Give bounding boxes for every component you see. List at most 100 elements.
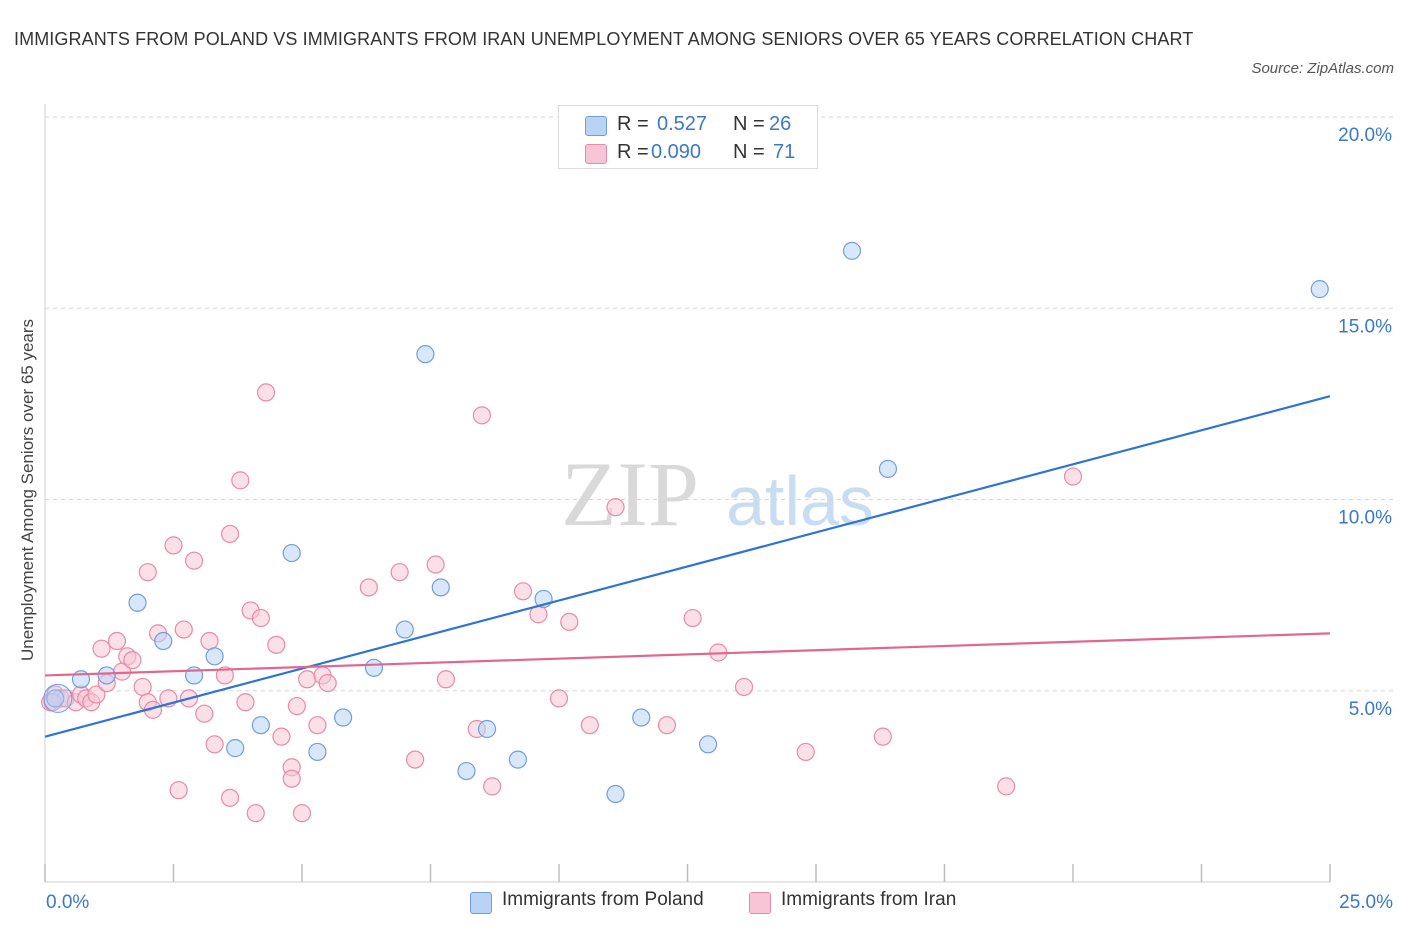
series-legend: Immigrants from Poland Immigrants from I…	[0, 888, 1406, 918]
poland-point-21	[632, 708, 651, 727]
iran-point-25	[184, 551, 204, 570]
poland-point-2	[97, 666, 116, 685]
y-tick-label-0: 5.0%	[1349, 699, 1392, 720]
iran-point-55	[483, 777, 502, 796]
poland-n-label: N =	[733, 113, 765, 135]
poland-point-9	[282, 543, 301, 563]
iran-point-33	[236, 693, 255, 712]
iran-point-68	[997, 777, 1016, 796]
poland-cluster-point	[43, 683, 73, 713]
iran-point-30	[220, 524, 240, 544]
iran-point-15	[133, 677, 152, 697]
x-tick-label-left: 0.0%	[46, 892, 89, 913]
tick-labels: 5.0% 10.0% 15.0% 20.0% 0.0% 25.0%	[46, 125, 1393, 913]
iran-legend-label: Immigrants from Iran	[781, 889, 957, 910]
iran-point-62	[657, 716, 677, 735]
poland-point-25	[1310, 280, 1329, 299]
poland-n-value: 26	[769, 113, 792, 135]
iran-r-label: R =	[617, 141, 649, 163]
poland-legend-swatch	[470, 892, 492, 914]
poland-point-22	[698, 735, 718, 754]
iran-point-27	[200, 631, 219, 651]
poland-point-7	[226, 739, 245, 758]
poland-point-18	[508, 750, 527, 769]
stats-legend: R = 0.527 N = 26 R = 0.090 N = 71	[558, 105, 818, 169]
iran-point-47	[318, 673, 337, 693]
iran-n-label: N =	[733, 141, 765, 163]
iran-point-43	[292, 804, 312, 823]
poland-point-0	[46, 689, 65, 708]
iran-point-8	[87, 685, 106, 704]
axes	[44, 104, 1331, 883]
y-tick-label-1: 10.0%	[1338, 508, 1392, 529]
iran-point-17	[138, 563, 157, 582]
poland-point-3	[128, 593, 147, 612]
iran-point-58	[549, 689, 569, 708]
x-tick-label-right: 25.0%	[1339, 892, 1393, 913]
iran-point-66	[796, 742, 815, 762]
iran-legend-swatch	[749, 892, 771, 914]
iran-point-36	[251, 608, 270, 628]
iran-point-31	[220, 788, 240, 807]
poland-legend-label: Immigrants from Poland	[502, 889, 704, 910]
iran-trend-line	[44, 632, 1331, 677]
poland-point-17	[477, 719, 497, 739]
poland-point-16	[457, 761, 476, 781]
y-tick-label-3: 20.0%	[1338, 125, 1392, 146]
poland-r-label: R =	[617, 113, 649, 135]
iran-point-22	[169, 781, 188, 800]
iran-point-48	[359, 578, 378, 597]
chart-title: IMMIGRANTS FROM POLAND VS IMMIGRANTS FRO…	[14, 29, 1194, 49]
iran-point-67	[873, 727, 892, 746]
poland-r-value: 0.527	[657, 113, 708, 135]
iran-point-21	[164, 536, 183, 555]
poland-point-24	[878, 459, 898, 478]
poland-swatch	[585, 116, 607, 136]
iran-point-11	[107, 631, 127, 651]
iran-point-52	[436, 670, 456, 689]
iran-point-65	[734, 677, 754, 697]
iran-point-32	[231, 471, 250, 490]
poland-trend-line	[44, 395, 1331, 738]
poland-point-6	[205, 647, 224, 666]
poland-point-20	[606, 784, 625, 804]
iran-point-26	[195, 704, 214, 723]
iran-point-61	[606, 498, 625, 517]
iran-point-37	[256, 383, 276, 402]
iran-point-23	[174, 620, 193, 639]
poland-point-4	[154, 631, 173, 651]
poland-point-11	[334, 708, 353, 727]
watermark-zip: ZIP	[561, 443, 699, 545]
iran-point-51	[426, 555, 445, 574]
poland-point-10	[308, 742, 327, 762]
poland-point-15	[431, 578, 450, 597]
iran-point-45	[308, 716, 327, 735]
iran-point-63	[683, 608, 702, 628]
iran-point-38	[267, 635, 286, 654]
iran-point-9	[92, 639, 111, 658]
source-label: Source: ZipAtlas.com	[1251, 60, 1394, 77]
iran-point-60	[580, 716, 599, 735]
iran-n-value: 71	[773, 141, 796, 163]
watermark: ZIP atlas	[561, 443, 874, 545]
poland-point-8	[251, 716, 270, 735]
y-tick-label-2: 15.0%	[1338, 316, 1392, 337]
poland-point-13	[395, 620, 414, 639]
iran-point-39	[272, 727, 291, 746]
poland-point-14	[416, 345, 435, 364]
iran-point-42	[287, 696, 306, 716]
poland-point-12	[364, 658, 384, 677]
iran-point-44	[298, 670, 317, 689]
iran-point-56	[513, 582, 533, 601]
iran-point-28	[205, 735, 224, 754]
iran-point-35	[246, 804, 265, 823]
watermark-atlas: atlas	[726, 462, 874, 540]
iran-point-49	[390, 563, 409, 582]
iran-swatch	[585, 144, 607, 164]
poland-points	[43, 241, 1329, 804]
iran-point-29	[215, 666, 234, 685]
iran-point-59	[560, 612, 579, 632]
iran-point-14	[123, 651, 142, 670]
poland-point-23	[842, 241, 862, 260]
